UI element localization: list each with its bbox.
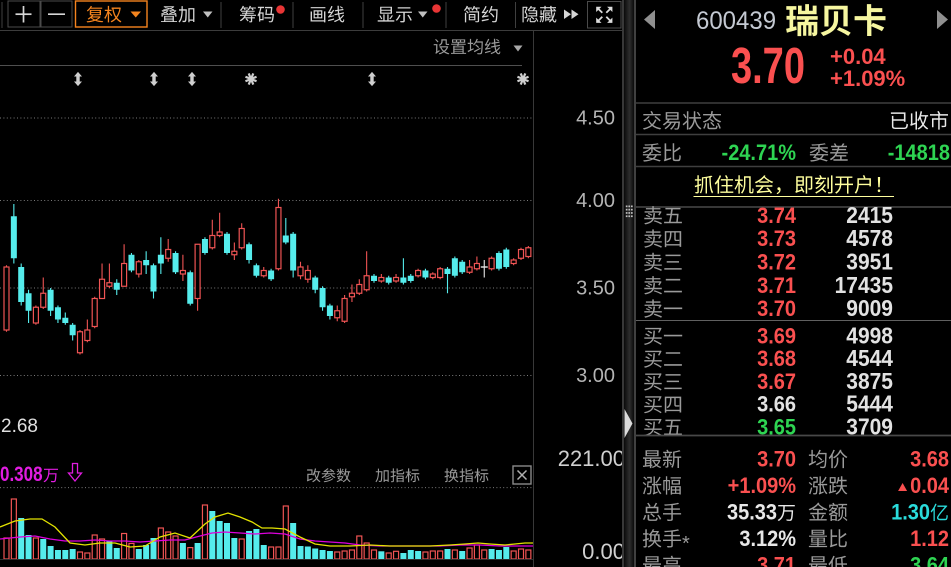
svg-text:1.12: 1.12 xyxy=(910,527,949,551)
svg-text:3.67: 3.67 xyxy=(757,370,796,394)
svg-text:3.50: 3.50 xyxy=(576,278,615,300)
svg-text:17435: 17435 xyxy=(835,272,893,298)
svg-text:0.00: 0.00 xyxy=(582,539,625,564)
svg-text:-24.71%: -24.71% xyxy=(722,141,797,165)
svg-text:4.50: 4.50 xyxy=(576,108,615,130)
svg-text:4578: 4578 xyxy=(846,225,893,251)
svg-text:3.71: 3.71 xyxy=(757,274,796,298)
svg-text:3.70: 3.70 xyxy=(757,297,796,321)
svg-text:3.12%: 3.12% xyxy=(739,527,796,551)
svg-text:35.33: 35.33 xyxy=(727,501,777,525)
svg-text:2.68: 2.68 xyxy=(1,416,38,437)
svg-text:3.68: 3.68 xyxy=(910,448,949,472)
svg-text:3.74: 3.74 xyxy=(757,204,796,228)
svg-text:+1.09%: +1.09% xyxy=(728,474,796,498)
svg-text:4544: 4544 xyxy=(846,345,894,371)
svg-text:*: * xyxy=(682,533,690,555)
svg-text:3.64: 3.64 xyxy=(910,554,949,567)
svg-text:+0.04: +0.04 xyxy=(830,44,886,69)
svg-text:9009: 9009 xyxy=(846,295,893,321)
svg-text:3.70: 3.70 xyxy=(731,39,805,94)
svg-text:3951: 3951 xyxy=(846,249,893,275)
svg-text:5444: 5444 xyxy=(846,391,894,417)
svg-text:3.73: 3.73 xyxy=(757,227,796,251)
svg-text:-14818: -14818 xyxy=(888,141,951,165)
svg-text:221.00: 221.00 xyxy=(558,446,625,471)
svg-text:3.71: 3.71 xyxy=(757,554,796,567)
svg-text:3.68: 3.68 xyxy=(757,347,796,371)
svg-text:+1.09%: +1.09% xyxy=(830,66,905,91)
svg-text:1.30: 1.30 xyxy=(891,501,930,525)
svg-text:3.00: 3.00 xyxy=(576,365,615,387)
svg-text:0.308: 0.308 xyxy=(0,463,43,486)
svg-text:3.69: 3.69 xyxy=(757,324,796,348)
svg-text:4998: 4998 xyxy=(846,323,893,349)
svg-text:3875: 3875 xyxy=(846,368,893,394)
svg-text:0.04: 0.04 xyxy=(910,474,949,498)
svg-text:3.70: 3.70 xyxy=(757,448,796,472)
svg-text:2415: 2415 xyxy=(846,202,893,228)
svg-text:3.66: 3.66 xyxy=(757,393,796,417)
svg-text:3.72: 3.72 xyxy=(757,250,796,274)
svg-text:600439: 600439 xyxy=(696,7,776,35)
svg-text:4.00: 4.00 xyxy=(576,190,615,212)
